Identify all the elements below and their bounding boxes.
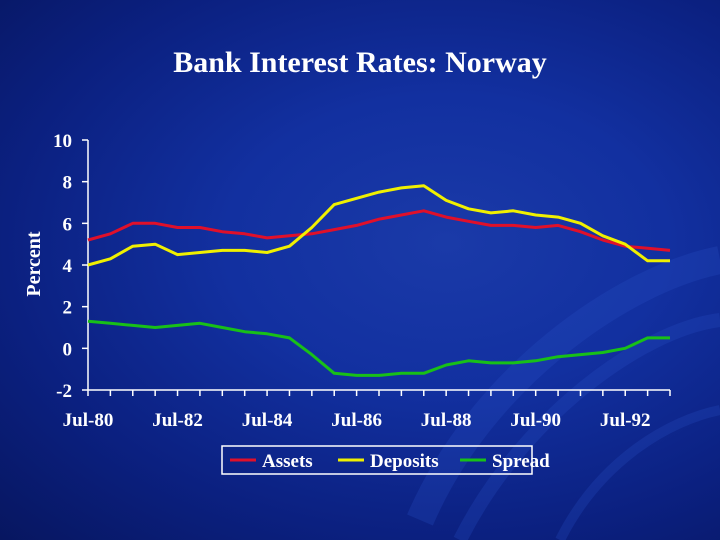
- legend: Assets Deposits Spread: [221, 445, 550, 475]
- chart-axes: 10 8 6 4 2 0 -2 Jul-80 Jul-82 Jul-84 Jul-86 Jul-88 J…: [53, 131, 671, 431]
- series-line-deposits: [87, 184, 670, 267]
- y-tick-label: 6: [63, 214, 73, 235]
- x-tick-label: Jul-86: [331, 410, 382, 431]
- y-tick-label: 2: [63, 298, 73, 319]
- y-tick-label: 10: [53, 131, 72, 152]
- legend-box: [221, 445, 533, 475]
- y-tick-label: 4: [63, 256, 73, 277]
- x-tick-label: Jul-82: [152, 410, 203, 431]
- x-tick-label: Jul-80: [63, 410, 114, 431]
- background-swirl: [407, 246, 720, 540]
- series-line-assets: [87, 209, 671, 252]
- y-axis-label: Percent: [23, 231, 45, 296]
- legend-label-deposits: Deposits: [370, 451, 439, 472]
- slide-title: Bank Interest Rates: Norway: [173, 46, 547, 79]
- series-layer: [87, 184, 671, 377]
- x-tick-label: Jul-90: [510, 410, 561, 431]
- legend-label-spread: Spread: [492, 451, 550, 472]
- y-tick-label: -2: [56, 381, 72, 402]
- x-tick-label: Jul-88: [421, 410, 472, 431]
- legend-label-assets: Assets: [262, 451, 313, 472]
- series-line-spread: [87, 319, 670, 377]
- y-tick-label: 0: [63, 339, 73, 360]
- x-tick-label: Jul-84: [242, 410, 293, 431]
- y-tick-label: 8: [63, 173, 73, 194]
- x-tick-label: Jul-92: [600, 410, 651, 431]
